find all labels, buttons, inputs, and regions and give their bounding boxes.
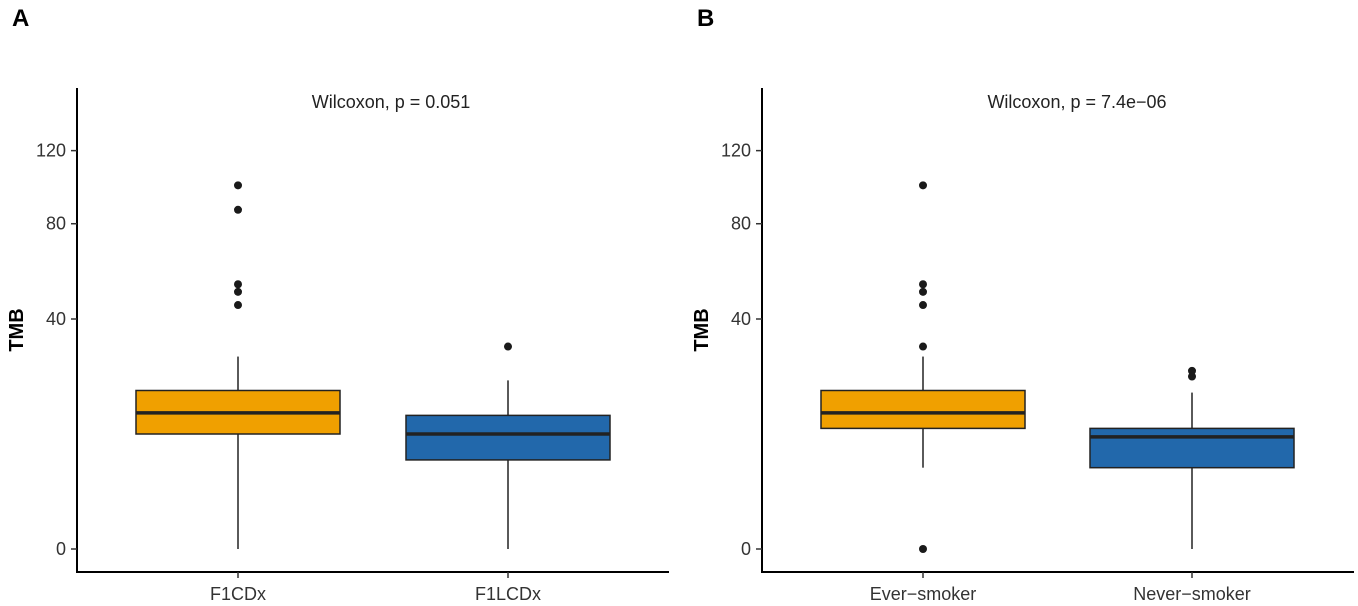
y-tick-label-b-2: 80 bbox=[731, 214, 751, 234]
outlier-point-f1cdx bbox=[234, 301, 242, 310]
outlier-point-ever-smoker bbox=[919, 280, 927, 289]
box-f1lcdx bbox=[405, 414, 611, 461]
y-axis-title-a: TMB bbox=[6, 308, 28, 351]
y-ticks-b: 0 40 80 120 bbox=[721, 141, 751, 559]
y-tick-label-a-1: 40 bbox=[46, 309, 66, 329]
outlier-point-never-smoker bbox=[1188, 366, 1196, 375]
outlier-point-ever-smoker bbox=[919, 287, 927, 296]
panel-label-a: A bbox=[12, 5, 29, 32]
outlier-point-ever-smoker bbox=[919, 181, 927, 190]
outlier-point-f1cdx bbox=[234, 280, 242, 289]
outlier-point-never-smoker bbox=[1188, 372, 1196, 381]
plot-area-b bbox=[756, 88, 1354, 578]
panel-label-b: B bbox=[697, 5, 714, 32]
y-tick-label-a-0: 0 bbox=[56, 539, 66, 559]
outlier-point-f1cdx bbox=[234, 287, 242, 296]
x-tick-label-a-0: F1CDx bbox=[210, 584, 266, 604]
x-tick-label-b-1: Never−smoker bbox=[1133, 584, 1251, 604]
wilcoxon-annotation-a: Wilcoxon, p = 0.051 bbox=[312, 92, 471, 112]
box-never-smoker bbox=[1089, 427, 1295, 469]
y-tick-label-b-3: 120 bbox=[721, 141, 751, 161]
outlier-point-f1lcdx bbox=[504, 342, 512, 351]
x-tick-label-b-0: Ever−smoker bbox=[870, 584, 977, 604]
y-tick-label-b-1: 40 bbox=[731, 309, 751, 329]
outlier-point-f1cdx bbox=[234, 205, 242, 214]
y-tick-label-b-0: 0 bbox=[741, 539, 751, 559]
y-tick-label-a-3: 120 bbox=[36, 141, 66, 161]
y-ticks-a: 0 40 80 120 bbox=[36, 141, 66, 559]
outlier-point-f1cdx bbox=[234, 181, 242, 190]
panel-b: B Wilcoxon, p = 7.4e−06 TMB Ever−smoker … bbox=[691, 5, 1354, 604]
outlier-point-ever-smoker bbox=[919, 301, 927, 310]
outlier-point-ever-smoker bbox=[919, 342, 927, 351]
outlier-point-ever-smoker bbox=[919, 545, 927, 553]
plot-area-a bbox=[71, 88, 669, 578]
y-tick-label-a-2: 80 bbox=[46, 214, 66, 234]
y-axis-title-b: TMB bbox=[691, 308, 713, 351]
panel-a: A Wilcoxon, p = 0.051 TMB F1CDx F1LCDx 0… bbox=[6, 5, 669, 604]
x-tick-label-a-1: F1LCDx bbox=[475, 584, 541, 604]
wilcoxon-annotation-b: Wilcoxon, p = 7.4e−06 bbox=[987, 92, 1166, 112]
box-ever-smoker bbox=[820, 389, 1026, 430]
